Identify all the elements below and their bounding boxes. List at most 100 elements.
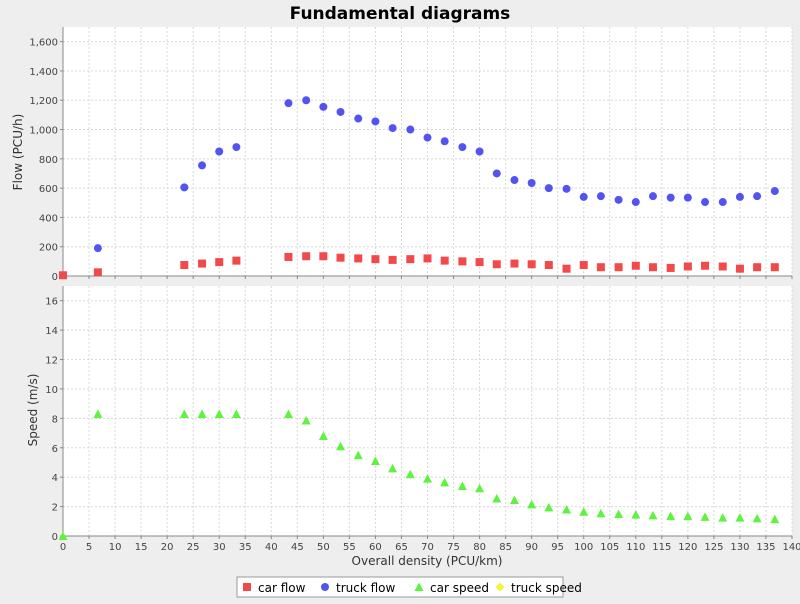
x-tick-label: 90 <box>525 542 538 553</box>
car-flow-point <box>93 268 102 277</box>
x-tick-label: 110 <box>626 542 645 553</box>
truck-flow-point <box>735 192 744 201</box>
car-speed-point <box>527 499 537 509</box>
truck-flow-point <box>718 198 727 207</box>
car-flow-legend-marker <box>243 583 251 591</box>
flow-y-tick-label: 1,000 <box>29 126 58 137</box>
car-speed-point <box>631 510 641 519</box>
truck-flow-point <box>284 99 293 108</box>
truck-flow-point <box>440 137 449 146</box>
car-speed-point <box>614 509 624 518</box>
x-tick-label: 35 <box>239 542 252 553</box>
car-flow-point <box>232 256 241 265</box>
car-speed-legend-marker <box>414 582 424 591</box>
truck-flow-point <box>527 178 536 187</box>
truck-flow-point <box>215 147 224 156</box>
car-speed-point <box>301 416 311 425</box>
car-flow-point <box>735 264 744 273</box>
car-flow-point <box>59 271 67 280</box>
car-speed-point <box>318 431 328 440</box>
car-speed-point <box>475 483 485 493</box>
car-flow-point <box>579 261 588 270</box>
x-tick-label: 30 <box>213 542 226 553</box>
car-speed-point <box>179 409 189 418</box>
car-flow-point <box>527 260 536 269</box>
truck-flow-point <box>319 102 328 111</box>
x-tick-label: 115 <box>652 542 671 553</box>
legend-item-truck-flow: truck flow <box>321 581 396 595</box>
truck-flow-point <box>388 124 397 133</box>
x-tick-label: 25 <box>187 542 200 553</box>
x-tick-label: 45 <box>291 542 304 553</box>
truck-flow-point <box>648 192 657 201</box>
car-flow-point <box>423 254 432 263</box>
truck-flow-point <box>232 143 241 152</box>
car-flow-point <box>666 263 675 272</box>
flow-y-tick-label: 1,600 <box>29 38 58 49</box>
car-flow-point <box>648 263 657 272</box>
x-tick-label: 135 <box>756 542 775 553</box>
truck-flow-point <box>492 169 501 178</box>
speed-y-tick-label: 8 <box>52 414 58 425</box>
legend-item-car-flow: car flow <box>243 581 306 595</box>
speed-y-tick-label: 16 <box>45 297 58 308</box>
x-tick-label: 125 <box>704 542 723 553</box>
truck-flow-point <box>510 176 519 185</box>
truck-flow-point <box>336 107 345 116</box>
car-flow-point <box>302 252 311 261</box>
car-speed-point <box>735 513 745 522</box>
x-tick-label: 50 <box>317 542 330 553</box>
car-flow-point <box>180 261 189 270</box>
x-tick-label: 40 <box>265 542 278 553</box>
legend-item-car-speed: car speed <box>414 581 489 595</box>
car-speed-point <box>214 409 224 418</box>
car-flow-point <box>475 258 484 267</box>
truck-flow-point <box>458 143 467 152</box>
truck-flow-point <box>579 192 588 201</box>
truck-speed-legend-label: truck speed <box>511 581 582 595</box>
x-axis-label: Overall density (PCU/km) <box>352 554 503 568</box>
truck-flow-point <box>666 193 675 202</box>
x-tick-label: 5 <box>86 542 92 553</box>
car-speed-point <box>562 505 572 514</box>
truck-flow-point <box>475 147 484 156</box>
truck-flow-point <box>354 114 363 123</box>
truck-speed-legend-marker <box>495 582 505 592</box>
legend-item-truck-speed: truck speed <box>495 581 582 595</box>
flow-y-tick-label: 800 <box>39 155 58 166</box>
speed-y-tick-label: 14 <box>45 326 58 337</box>
flow-y-tick-label: 0 <box>52 272 58 283</box>
car-speed-point <box>579 507 589 516</box>
truck-flow-point <box>544 184 553 193</box>
x-tick-label: 140 <box>782 542 800 553</box>
car-flow-point <box>406 255 415 264</box>
car-speed-point <box>509 495 519 504</box>
car-speed-point <box>231 409 241 418</box>
car-flow-point <box>562 264 571 273</box>
car-flow-point <box>388 255 397 264</box>
car-flow-point <box>753 263 762 272</box>
speed-y-tick-label: 10 <box>45 385 58 396</box>
speed-y-axis-label: Speed (m/s) <box>26 374 40 447</box>
truck-flow-point <box>753 192 762 201</box>
car-flow-point <box>510 259 519 268</box>
x-tick-label: 130 <box>730 542 749 553</box>
chart-title: Fundamental diagrams <box>290 4 511 24</box>
flow-y-tick-label: 400 <box>39 213 58 224</box>
car-flow-point <box>631 261 640 270</box>
car-flow-point <box>683 262 692 271</box>
x-tick-label: 120 <box>678 542 697 553</box>
car-speed-point <box>197 409 207 418</box>
car-flow-point <box>319 252 328 261</box>
car-speed-point <box>596 508 606 518</box>
car-speed-point <box>770 514 780 524</box>
x-tick-label: 105 <box>600 542 619 553</box>
car-speed-point <box>370 456 380 465</box>
truck-flow-legend-label: truck flow <box>336 581 396 595</box>
x-tick-label: 10 <box>109 542 122 553</box>
truck-flow-point <box>302 96 311 105</box>
truck-flow-point <box>562 184 571 193</box>
legend: car flow truck flow car speed truck speed <box>236 576 582 598</box>
